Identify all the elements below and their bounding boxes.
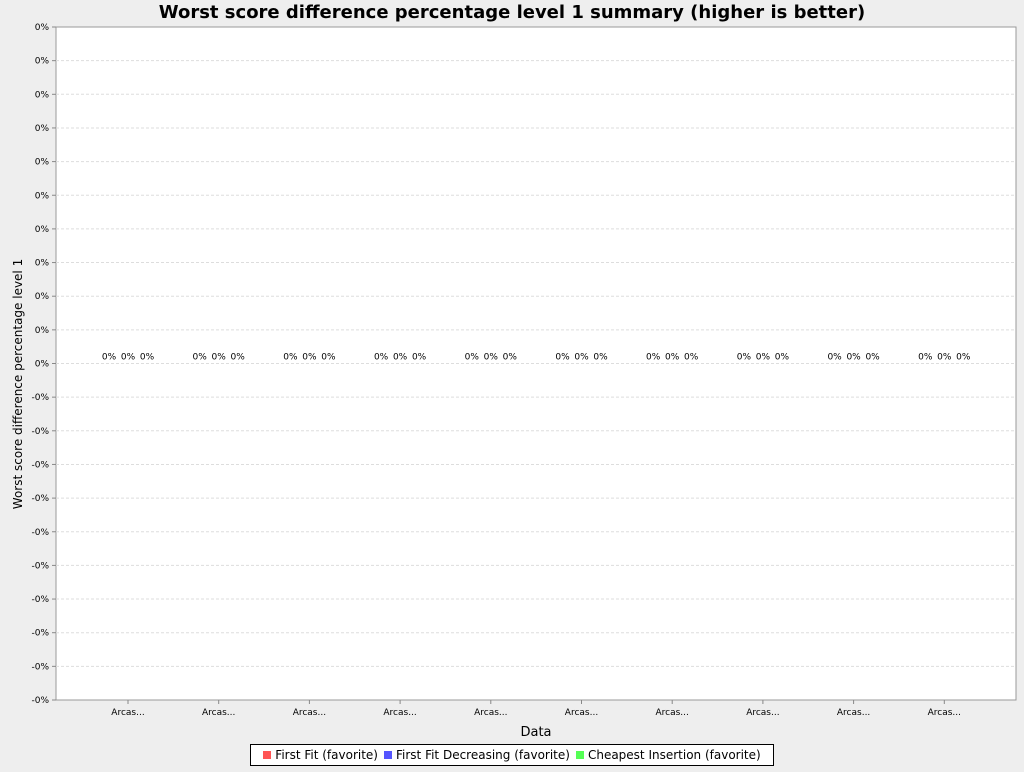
y-tick-label: -0% — [31, 393, 49, 403]
x-tick-label: Arcas... — [655, 708, 688, 718]
data-label: 0% — [121, 353, 136, 363]
legend-swatch-red — [263, 751, 272, 759]
x-tick-label: Arcas... — [928, 708, 961, 718]
data-label: 0% — [503, 353, 518, 363]
y-tick-label: -0% — [31, 460, 49, 470]
x-tick-label: Arcas... — [746, 708, 779, 718]
x-axis-label: Data — [520, 725, 551, 740]
data-label: 0% — [827, 353, 842, 363]
data-label: 0% — [737, 353, 752, 363]
y-tick-label: 0% — [35, 225, 50, 235]
legend-label: First Fit (favorite) — [275, 748, 378, 762]
data-label: 0% — [102, 353, 117, 363]
data-label: 0% — [484, 353, 499, 363]
x-tick-label: Arcas... — [565, 708, 598, 718]
x-tick-label: Arcas... — [383, 708, 416, 718]
y-tick-label: 0% — [35, 57, 50, 67]
x-tick-label: Arcas... — [474, 708, 507, 718]
y-tick-label: 0% — [35, 259, 50, 269]
data-label: 0% — [321, 353, 336, 363]
data-label: 0% — [555, 353, 570, 363]
data-label: 0% — [956, 353, 971, 363]
y-tick-label: -0% — [31, 595, 49, 605]
data-label: 0% — [918, 353, 933, 363]
data-label: 0% — [775, 353, 790, 363]
y-tick-label: 0% — [35, 292, 50, 302]
legend-item-first-fit: First Fit (favorite) — [263, 748, 378, 762]
y-tick-label: -0% — [31, 427, 49, 437]
x-axis-ticks: Arcas... Arcas... Arcas... Arcas... Arcas...… — [111, 700, 961, 718]
data-label: 0% — [140, 353, 155, 363]
y-tick-label: -0% — [31, 494, 49, 504]
data-label: 0% — [465, 353, 480, 363]
data-label: 0% — [302, 353, 317, 363]
legend-label: First Fit Decreasing (favorite) — [396, 748, 570, 762]
data-label: 0% — [193, 353, 208, 363]
data-label: 0% — [846, 353, 861, 363]
data-label: 0% — [646, 353, 661, 363]
legend-item-cheapest-insertion: Cheapest Insertion (favorite) — [575, 748, 761, 762]
data-label: 0% — [393, 353, 408, 363]
data-label: 0% — [283, 353, 298, 363]
legend-swatch-blue — [384, 751, 392, 759]
y-tick-label: -0% — [31, 662, 49, 672]
data-label: 0% — [412, 353, 427, 363]
x-tick-label: Arcas... — [111, 708, 144, 718]
data-label: 0% — [684, 353, 699, 363]
x-tick-label: Arcas... — [837, 708, 870, 718]
y-tick-label: 0% — [35, 158, 50, 168]
data-label: 0% — [212, 353, 227, 363]
y-tick-label: -0% — [31, 561, 49, 571]
y-axis-label: Worst score difference percentage level … — [11, 259, 25, 509]
legend-swatch-green — [575, 751, 584, 759]
legend-label: Cheapest Insertion (favorite) — [587, 748, 761, 762]
grid-lines — [56, 60, 1016, 667]
y-tick-label: 0% — [35, 191, 50, 201]
y-tick-label: 0% — [35, 124, 50, 134]
x-tick-label: Arcas... — [202, 708, 235, 718]
y-tick-label: -0% — [31, 528, 49, 538]
data-label: 0% — [937, 353, 952, 363]
data-label: 0% — [756, 353, 771, 363]
data-label: 0% — [593, 353, 608, 363]
data-labels: 0% 0% 0% 0% 0% 0% 0% 0% 0% 0% 0% 0% 0% 0% 0% 0% 0% 0% 0% 0%… — [102, 353, 971, 363]
data-label: 0% — [865, 353, 880, 363]
chart-title: Worst score difference percentage level … — [159, 2, 865, 23]
y-tick-label: 0% — [35, 23, 50, 33]
y-tick-label: 0% — [35, 360, 50, 370]
data-label: 0% — [374, 353, 389, 363]
y-axis-ticks: 0% 0% 0% 0% 0% 0% 0% 0% 0% 0% 0% -0% -0% -0% -0% -0% -0%… — [31, 23, 56, 706]
data-label: 0% — [665, 353, 680, 363]
legend-item-first-fit-decreasing: First Fit Decreasing (favorite) — [384, 748, 570, 762]
y-tick-label: -0% — [31, 696, 49, 706]
y-tick-label: 0% — [35, 326, 50, 336]
y-tick-label: 0% — [35, 90, 50, 100]
x-tick-label: Arcas... — [293, 708, 326, 718]
data-label: 0% — [574, 353, 589, 363]
data-label: 0% — [231, 353, 246, 363]
legend: First Fit (favorite) First Fit Decreasin… — [250, 744, 774, 766]
y-tick-label: -0% — [31, 629, 49, 639]
